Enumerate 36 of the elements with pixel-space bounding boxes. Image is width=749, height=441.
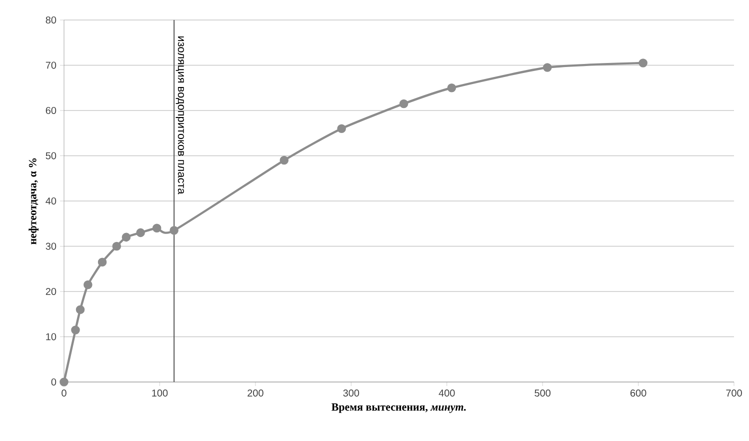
x-tick-label: 700 — [726, 390, 742, 397]
point — [337, 124, 346, 133]
point — [170, 226, 178, 235]
point — [152, 224, 162, 233]
point — [71, 326, 80, 334]
point — [98, 258, 107, 266]
point — [76, 305, 85, 314]
point — [122, 232, 131, 242]
point — [638, 58, 648, 68]
x-tick-label: 100 — [152, 390, 168, 397]
y-axis-title: нефтеотдача, α % — [28, 158, 39, 244]
y-tick-label: 70 — [46, 62, 56, 69]
y-tick-label: 0 — [51, 378, 56, 386]
y-tick-label: 30 — [46, 242, 56, 250]
x-axis-title: Время вытеснения, минут. — [332, 403, 466, 413]
point — [136, 228, 145, 238]
x-tick-label: 600 — [630, 390, 646, 397]
ref-line-label: изоляция водопритоков пласта — [176, 36, 184, 194]
y-tick-label: 20 — [46, 288, 56, 296]
y-tick-label: 50 — [46, 152, 56, 160]
x-tick-label: 500 — [534, 390, 550, 397]
point — [84, 280, 92, 290]
y-tick-label: 10 — [46, 333, 56, 340]
y-tick-label: 80 — [46, 16, 56, 24]
x-tick-label: 200 — [248, 390, 264, 397]
y-tick-label: 60 — [46, 106, 56, 114]
y-tick-label: 40 — [46, 197, 56, 205]
point — [112, 242, 122, 251]
point — [447, 83, 456, 92]
point — [60, 378, 68, 386]
point — [542, 63, 552, 72]
x-tick-label: 400 — [438, 390, 455, 397]
x-tick-label: 300 — [343, 390, 360, 397]
point — [280, 156, 289, 165]
x-tick-label: 0 — [62, 390, 66, 397]
point — [399, 99, 408, 108]
